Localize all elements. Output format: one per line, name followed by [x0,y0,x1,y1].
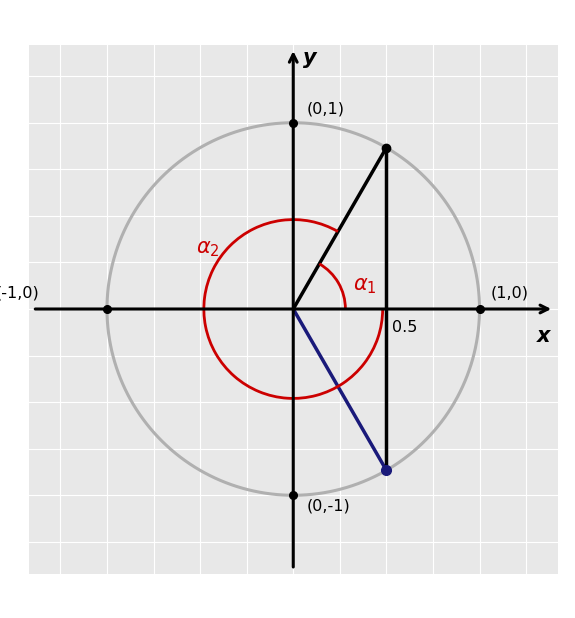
Text: (1,0): (1,0) [490,286,528,301]
Text: 0.5: 0.5 [392,320,417,335]
Text: $\alpha_1$: $\alpha_1$ [353,276,377,296]
Text: (0,-1): (0,-1) [306,498,350,513]
Text: (0,1): (0,1) [306,101,344,116]
Text: y: y [302,48,316,68]
Text: (-1,0): (-1,0) [0,286,39,301]
Text: $\alpha_2$: $\alpha_2$ [197,239,220,259]
Text: x: x [537,326,550,345]
